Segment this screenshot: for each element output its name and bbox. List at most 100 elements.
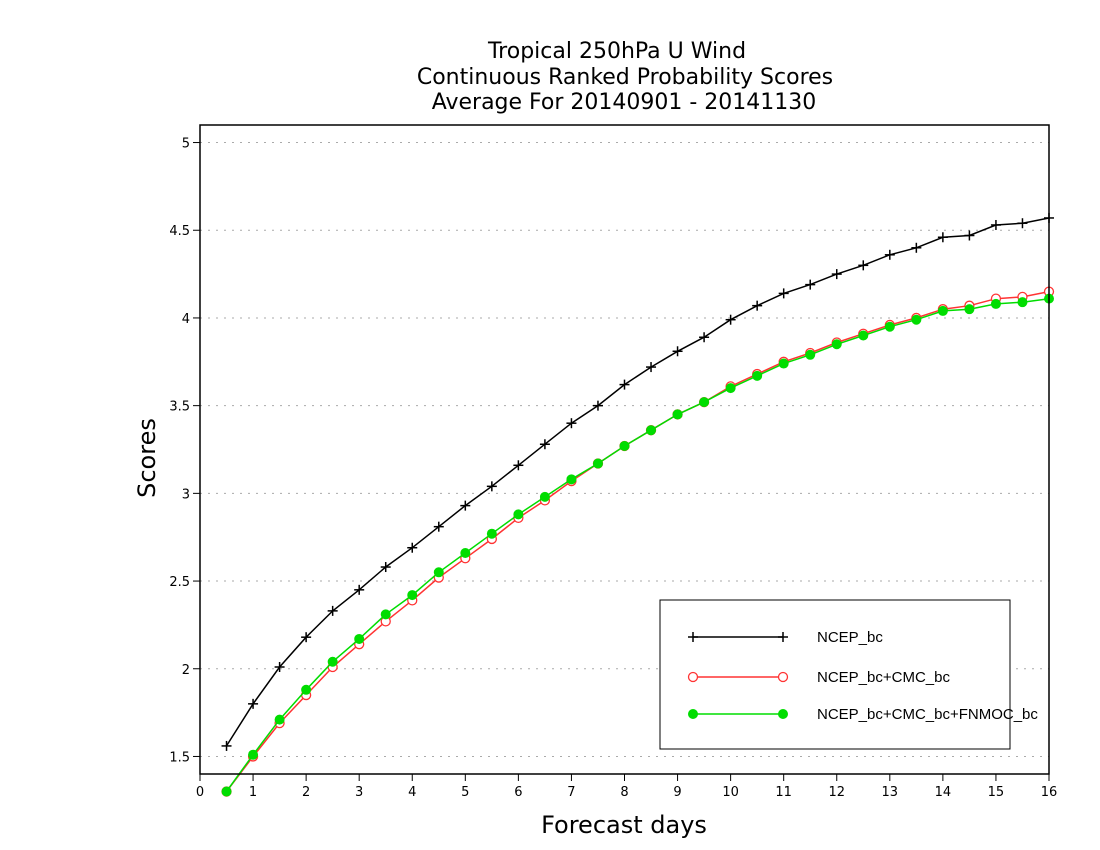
data-point-ncep-bc-cmc-bc-fnmoc-bc [672,409,683,420]
data-point-ncep-bc-cmc-bc-fnmoc-bc [301,684,312,695]
data-point-ncep-bc [274,662,285,673]
data-point-ncep-bc [699,332,710,343]
legend-box [659,599,1011,750]
data-point-ncep-bc [1017,218,1028,229]
data-point-ncep-bc [327,605,338,616]
x-tick-label: 11 [775,785,792,800]
x-tick-label: 7 [567,785,575,800]
data-point-ncep-bc [354,584,365,595]
legend: NCEP_bc NCEP_bc+CMC_bc NCEP_bc+CMC_bc+FNMO… [659,599,1038,750]
x-tick-label: 3 [355,785,363,800]
data-point-ncep-bc [539,439,550,450]
data-point-ncep-bc-cmc-bc-fnmoc-bc [831,339,842,350]
data-point-ncep-bc-cmc-bc-fnmoc-bc [964,304,975,315]
y-tick-label: 5 [182,137,190,152]
data-point-ncep-bc [566,418,577,429]
data-point-ncep-bc [221,740,232,751]
legend-label: NCEP_bc+CMC_bc+FNMOC_bc [817,706,1038,723]
data-point-ncep-bc-cmc-bc-fnmoc-bc [592,458,603,469]
legend-entry-ncep-bc: NCEP_bc [688,629,883,646]
data-point-ncep-bc-cmc-bc-fnmoc-bc [911,314,922,325]
y-tick-label: 4.5 [169,224,190,239]
x-tick-label: 9 [673,785,681,800]
data-point-ncep-bc-cmc-bc-fnmoc-bc [221,786,232,797]
data-point-ncep-bc [592,400,603,411]
data-point-ncep-bc-cmc-bc-fnmoc-bc [990,298,1001,309]
legend-label: NCEP_bc+CMC_bc [817,669,950,686]
legend-marker [777,671,789,683]
data-point-ncep-bc [672,346,683,357]
gridlines [200,142,1049,757]
legend-marker [688,709,698,719]
y-tick-label: 2 [182,663,190,678]
legend-marker [687,671,699,683]
title-line-1: Tropical 250hPa U Wind [487,39,746,64]
series-ncep-bc [221,212,1054,751]
data-point-ncep-bc-cmc-bc-fnmoc-bc [486,528,497,539]
data-point-ncep-bc [513,460,524,471]
data-point-ncep-bc-cmc-bc-fnmoc-bc [380,609,391,620]
x-tick-label: 12 [828,785,845,800]
data-point-ncep-bc-cmc-bc-fnmoc-bc [619,440,630,451]
data-point-ncep-bc-cmc-bc-fnmoc-bc [566,474,577,485]
data-point-ncep-bc-cmc-bc-fnmoc-bc [407,590,418,601]
data-point-ncep-bc-cmc-bc-fnmoc-bc [725,383,736,394]
data-point-ncep-bc [805,279,816,290]
data-point-ncep-bc [646,362,657,373]
legend-marker [688,632,698,642]
y-axis-title: Scores [133,418,161,498]
data-point-ncep-bc [248,698,259,709]
legend-marker [778,632,788,642]
chart-title: Tropical 250hPa U Wind Continuous Ranked… [417,39,833,115]
x-tick-label: 4 [408,785,416,800]
y-tick-label: 2.5 [169,575,190,590]
data-point-ncep-bc-cmc-bc-fnmoc-bc [858,330,869,341]
legend-label: NCEP_bc [817,629,883,646]
x-tick-label: 8 [620,785,628,800]
data-point-ncep-bc [725,314,736,325]
data-point-ncep-bc [911,242,922,253]
x-axis-ticks: 0 1 2 3 4 5 6 7 8 9 10 11 12 13 14 15 16 [196,774,1057,800]
data-point-ncep-bc-cmc-bc-fnmoc-bc [248,749,259,760]
legend-entry-ncep-bc-cmc-bc-fnmoc-bc: NCEP_bc+CMC_bc+FNMOC_bc [688,706,1038,723]
data-point-ncep-bc-cmc-bc-fnmoc-bc [937,305,948,316]
data-point-ncep-bc-cmc-bc-fnmoc-bc [778,358,789,369]
data-point-ncep-bc [831,269,842,280]
legend-marker [778,709,788,719]
x-tick-label: 6 [514,785,522,800]
x-tick-label: 14 [935,785,952,800]
data-point-ncep-bc [619,379,630,390]
data-point-ncep-bc [380,562,391,573]
x-tick-label: 1 [249,785,257,800]
x-tick-label: 15 [988,785,1005,800]
series-ncep-bc-cmc-bc-fnmoc-bc [221,293,1054,797]
data-point-ncep-bc-cmc-bc-fnmoc-bc [460,547,471,558]
data-point-ncep-bc [778,288,789,299]
series-line-ncep-bc [225,217,1050,747]
y-tick-label: 4 [182,312,190,327]
data-point-ncep-bc [964,230,975,241]
x-axis-title: Forecast days [541,811,707,839]
data-point-ncep-bc-cmc-bc-fnmoc-bc [539,491,550,502]
data-point-ncep-bc [752,300,763,311]
data-point-ncep-bc-cmc-bc-fnmoc-bc [884,321,895,332]
data-point-ncep-bc-cmc-bc-fnmoc-bc [1017,297,1028,308]
y-axis-ticks: 1.5 2 2.5 3 3.5 4 4.5 5 [169,137,200,765]
y-tick-label: 3 [182,487,190,502]
data-point-ncep-bc-cmc-bc-fnmoc-bc [513,509,524,520]
data-point-ncep-bc [486,481,497,492]
x-tick-label: 16 [1041,785,1058,800]
data-point-ncep-bc-cmc-bc-fnmoc-bc [646,425,657,436]
x-tick-label: 5 [461,785,469,800]
x-tick-label: 2 [302,785,310,800]
data-point-ncep-bc-cmc-bc-fnmoc-bc [274,714,285,725]
x-tick-label: 13 [882,785,899,800]
data-point-ncep-bc-cmc-bc-fnmoc-bc [354,633,365,644]
title-line-3: Average For 20140901 - 20141130 [432,90,817,115]
data-point-ncep-bc [433,521,444,532]
data-point-ncep-bc [884,249,895,260]
y-tick-label: 1.5 [169,750,190,765]
data-point-ncep-bc-cmc-bc-fnmoc-bc [433,567,444,578]
series-layer [221,212,1055,797]
